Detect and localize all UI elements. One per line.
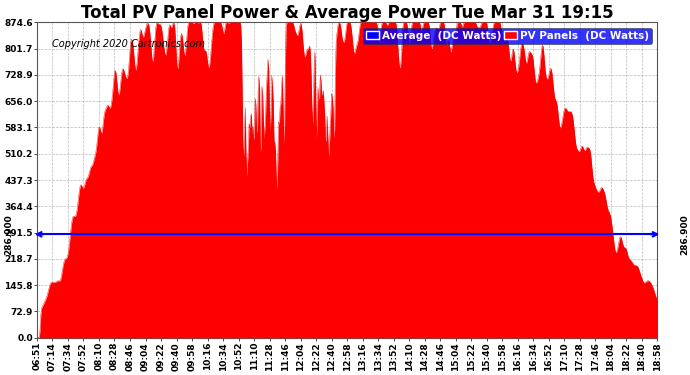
Text: Copyright 2020 Cartronics.com: Copyright 2020 Cartronics.com [52,39,205,50]
Text: 286.900: 286.900 [5,214,14,255]
Title: Total PV Panel Power & Average Power Tue Mar 31 19:15: Total PV Panel Power & Average Power Tue… [81,4,613,22]
Legend: Average  (DC Watts), PV Panels  (DC Watts): Average (DC Watts), PV Panels (DC Watts) [363,27,652,44]
Text: 286.900: 286.900 [680,214,690,255]
